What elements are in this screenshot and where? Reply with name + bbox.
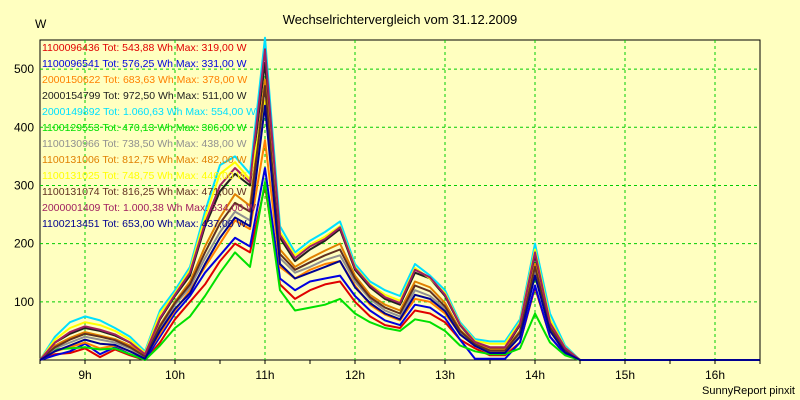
grid-layer	[40, 40, 760, 360]
chart-title: Wechselrichtervergleich vom 31.12.2009	[283, 12, 518, 27]
legend-entry-1100131074: 1100131074 Tot: 816,25 Wh Max: 471,00 W	[42, 186, 247, 198]
y-tick-label: 500	[14, 62, 34, 76]
legend: 1100096436 Tot: 543,88 Wh Max: 319,00 W 1…	[42, 42, 256, 230]
legend-entry-1100131006: 1100131006 Tot: 812,75 Wh Max: 482,00 W	[42, 154, 247, 166]
legend-entry-1100129553: 1100129553 Tot: 470,13 Wh Max: 306,00 W	[42, 122, 247, 134]
axis-layer: 100 200 300 400 500 9h 10h 11h 12h 13h 14h 15h 16h	[14, 62, 761, 382]
x-tick-label: 14h	[525, 368, 545, 382]
legend-entry-1100213451: 1100213451 Tot: 653,00 Wh Max: 437,00 W	[42, 218, 247, 230]
y-tick-label: 300	[14, 178, 34, 192]
plot-area	[39, 39, 761, 361]
x-tick-label: 13h	[435, 368, 455, 382]
legend-entry-1100096541: 1100096541 Tot: 576,25 Wh Max: 331,00 W	[42, 58, 247, 70]
footer-credit: SunnyReport pinxit	[702, 385, 795, 397]
legend-entry-1100130966: 1100130966 Tot: 738,50 Wh Max: 438,00 W	[42, 138, 247, 150]
y-axis-unit-label: W	[35, 17, 47, 31]
x-tick-label: 16h	[705, 368, 725, 382]
x-tick-label: 15h	[615, 368, 635, 382]
legend-entry-2000154799: 2000154799 Tot: 972,50 Wh Max: 511,00 W	[42, 90, 247, 102]
y-tick-label: 400	[14, 120, 34, 134]
legend-entry-2000001409: 2000001409 Tot: 1.000,38 Wh Max: 534,00 …	[42, 202, 256, 214]
y-tick-label: 200	[14, 237, 34, 251]
series-line-1100213451	[39, 104, 760, 361]
legend-entry-1100096436: 1100096436 Tot: 543,88 Wh Max: 319,00 W	[42, 42, 247, 54]
series-layer	[39, 36, 760, 361]
legend-entry-2000150622: 2000150622 Tot: 683,63 Wh Max: 378,00 W	[42, 74, 247, 86]
legend-entry-2000149892: 2000149892 Tot: 1.060,63 Wh Max: 554,00 …	[42, 106, 256, 118]
y-tick-label: 100	[14, 295, 34, 309]
x-tick-label: 11h	[255, 368, 274, 382]
x-tick-label: 9h	[78, 368, 91, 382]
legend-entry-1100131025: 1100131025 Tot: 748,75 Wh Max: 446,00 W	[42, 170, 247, 182]
x-tick-label: 10h	[165, 368, 185, 382]
x-tick-label: 12h	[345, 368, 365, 382]
